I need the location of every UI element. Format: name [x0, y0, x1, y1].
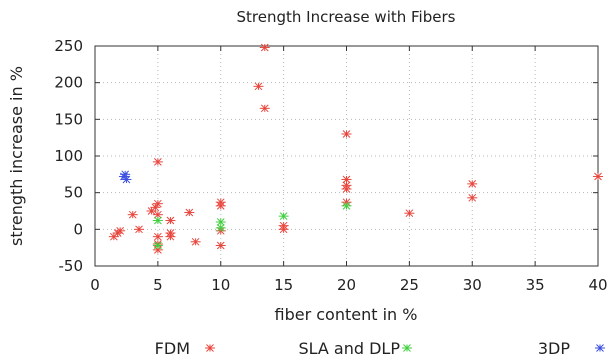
y-tick-label: 50: [64, 184, 83, 202]
legend-marker: [402, 344, 412, 352]
x-tick-label: 35: [526, 276, 545, 294]
data-point: [115, 226, 126, 235]
data-point: [152, 199, 163, 208]
data-point: [467, 193, 478, 202]
data-point: [259, 104, 270, 113]
data-point: [341, 175, 352, 184]
data-point: [152, 232, 163, 241]
series-sla-and-dlp: [152, 202, 352, 250]
data-point: [253, 82, 264, 91]
legend: FDM SLA and DLP 3DP: [155, 339, 605, 358]
legend-item: 3DP: [538, 339, 605, 358]
legend-marker: [205, 344, 215, 352]
data-point: [467, 180, 478, 188]
y-tick-label: 200: [54, 74, 83, 92]
y-tick-label: 100: [54, 147, 83, 165]
data-point: [259, 43, 270, 52]
data-point: [341, 198, 352, 207]
data-point: [215, 218, 226, 226]
data-point: [134, 225, 145, 234]
data-point: [152, 158, 163, 166]
x-tick-label: 30: [463, 276, 482, 294]
data-point: [278, 225, 289, 234]
x-tick-label: 25: [400, 276, 419, 294]
gridlines: [95, 46, 598, 266]
legend-item: SLA and DLP: [298, 339, 412, 358]
x-tick-label: 20: [337, 276, 356, 294]
data-point: [215, 202, 226, 210]
x-tick-label: 10: [211, 276, 230, 294]
data-point: [127, 210, 138, 219]
chart-title: Strength Increase with Fibers: [237, 8, 456, 26]
data-point: [165, 216, 176, 225]
data-point: [152, 241, 163, 250]
x-tick-label: 15: [274, 276, 293, 294]
data-point: [341, 202, 352, 210]
data-point: [593, 172, 603, 181]
data-point: [278, 212, 289, 220]
series-fdm: [108, 43, 603, 254]
legend-marker: [595, 344, 605, 352]
data-point: [165, 232, 176, 241]
data-point: [150, 203, 161, 212]
legend-item: FDM: [155, 339, 215, 358]
y-axis-title: strength increase in %: [7, 66, 26, 246]
data-point: [121, 175, 132, 184]
legend-label: 3DP: [538, 339, 571, 358]
x-tick-label: 5: [153, 276, 163, 294]
axis-ticks: 0 5 10 15 20 25 30 35 40 -50 0 50 100 150 200 250: [54, 37, 607, 294]
data-points: [108, 43, 603, 254]
y-tick-label: 0: [73, 220, 83, 238]
x-axis-title: fiber content in %: [275, 305, 418, 324]
y-tick-label: 250: [54, 37, 83, 55]
data-point: [215, 241, 226, 250]
data-point: [108, 232, 119, 241]
data-point: [190, 237, 201, 246]
data-point: [341, 185, 352, 193]
series-3dp: [118, 170, 132, 184]
y-tick-label: 150: [54, 110, 83, 128]
data-point: [215, 224, 226, 232]
data-point: [341, 181, 352, 190]
data-point: [184, 208, 195, 217]
data-point: [120, 170, 131, 179]
data-point: [152, 216, 163, 225]
legend-label: SLA and DLP: [298, 339, 400, 358]
data-point: [404, 209, 415, 218]
x-tick-label: 40: [588, 276, 607, 294]
legend-label: FDM: [155, 339, 190, 358]
data-point: [341, 130, 352, 138]
x-tick-label: 0: [90, 276, 100, 294]
data-point: [152, 210, 163, 219]
y-tick-label: -50: [59, 257, 84, 275]
